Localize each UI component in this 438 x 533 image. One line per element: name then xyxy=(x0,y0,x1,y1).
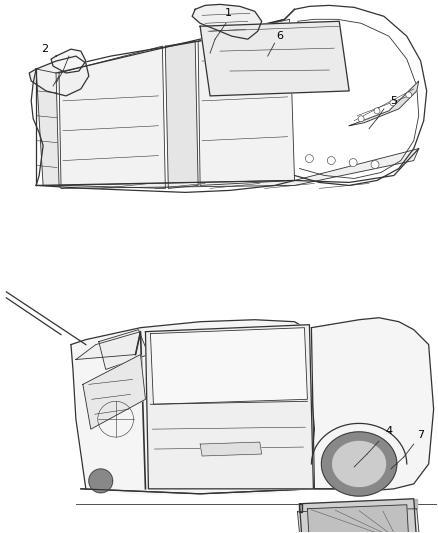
Circle shape xyxy=(305,155,314,163)
Polygon shape xyxy=(59,149,419,188)
Polygon shape xyxy=(89,469,113,493)
Polygon shape xyxy=(333,441,385,487)
Polygon shape xyxy=(83,354,145,429)
Circle shape xyxy=(390,100,396,106)
Text: 1: 1 xyxy=(224,9,231,18)
Polygon shape xyxy=(76,332,141,360)
Circle shape xyxy=(358,116,364,122)
Circle shape xyxy=(371,160,379,168)
Polygon shape xyxy=(99,330,148,369)
Polygon shape xyxy=(321,432,397,496)
Polygon shape xyxy=(307,505,409,533)
Circle shape xyxy=(406,92,412,98)
Polygon shape xyxy=(145,325,314,489)
Circle shape xyxy=(327,157,335,165)
Polygon shape xyxy=(200,21,349,96)
Polygon shape xyxy=(165,41,198,188)
Text: 2: 2 xyxy=(42,44,49,54)
Polygon shape xyxy=(300,499,417,533)
Polygon shape xyxy=(59,46,165,188)
Polygon shape xyxy=(71,320,314,494)
Polygon shape xyxy=(198,19,294,185)
Polygon shape xyxy=(349,81,419,126)
Polygon shape xyxy=(51,49,86,73)
Polygon shape xyxy=(414,499,417,508)
Polygon shape xyxy=(311,318,434,491)
Circle shape xyxy=(374,108,380,114)
Polygon shape xyxy=(29,56,89,96)
Polygon shape xyxy=(192,4,262,39)
Polygon shape xyxy=(200,442,262,456)
Text: 5: 5 xyxy=(390,96,397,106)
Circle shape xyxy=(349,158,357,166)
Text: 7: 7 xyxy=(417,430,424,440)
Polygon shape xyxy=(297,508,421,533)
Polygon shape xyxy=(36,69,59,185)
Polygon shape xyxy=(150,328,307,404)
Text: 6: 6 xyxy=(276,31,283,41)
Text: 4: 4 xyxy=(385,426,392,436)
Polygon shape xyxy=(300,504,303,512)
